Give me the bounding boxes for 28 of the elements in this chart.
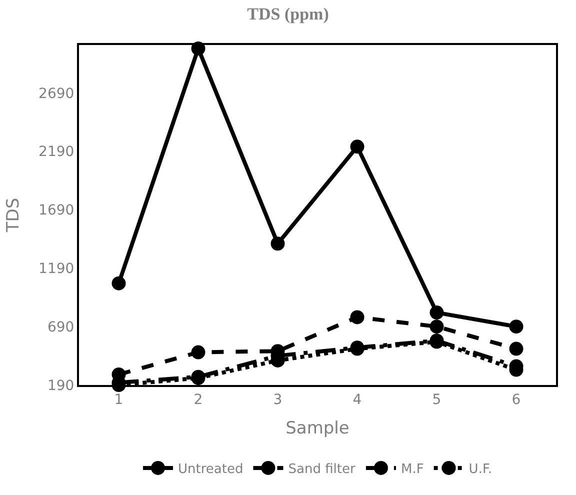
point [509, 320, 524, 334]
y-tick-label: 190 [47, 378, 74, 394]
x-tick-label: 4 [352, 392, 362, 408]
point [191, 345, 206, 360]
y-tick-label: 2690 [38, 86, 74, 102]
y-tick-label: 690 [47, 319, 74, 336]
legend-label: M.F [400, 462, 424, 478]
y-tick-label: 2190 [38, 144, 74, 160]
point [430, 320, 444, 334]
x-tick-label: 2 [194, 392, 203, 408]
point [270, 236, 285, 251]
y-tick-label: 1690 [38, 202, 74, 219]
legend-label: Sand filter [288, 462, 356, 478]
x-tick-label: 1 [114, 392, 124, 408]
point [350, 310, 364, 324]
chart-title: TDS (ppm) [247, 4, 329, 24]
point [509, 342, 524, 356]
y-axis-title: TDS [4, 198, 24, 234]
point [430, 306, 444, 320]
x-axis-title: Sample [286, 418, 350, 439]
x-tick-label: 6 [512, 392, 521, 408]
point [112, 276, 126, 290]
x-tick-label: 5 [432, 392, 442, 408]
x-tick-label: 3 [273, 392, 282, 408]
legend-label: Untreated [178, 462, 244, 478]
point [350, 140, 364, 154]
y-tick-label: 1190 [38, 261, 74, 278]
legend-label: U.F. [468, 462, 492, 478]
